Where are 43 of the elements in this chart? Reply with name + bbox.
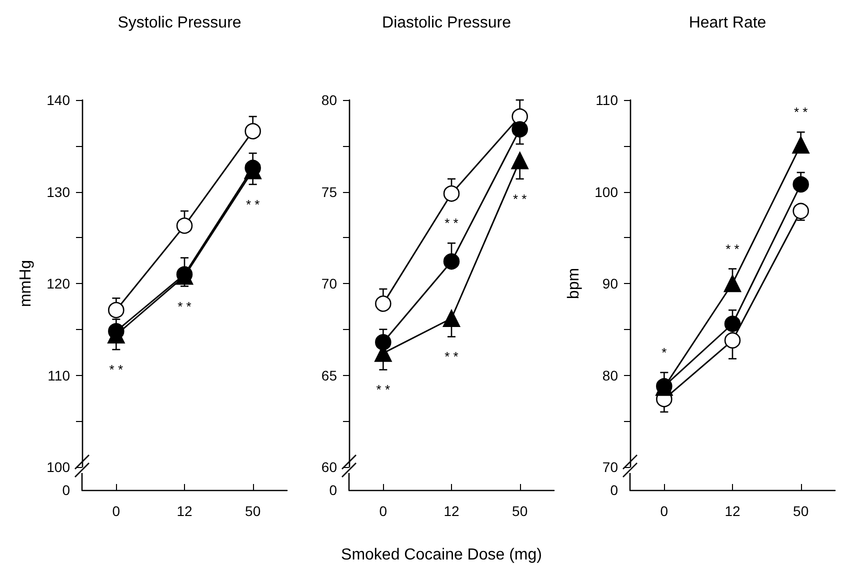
- annotation: *: [662, 344, 667, 360]
- annotation: * *: [109, 362, 124, 378]
- text: 0: [62, 482, 70, 498]
- annotation: * *: [794, 104, 808, 120]
- x-tick-label: 50: [512, 503, 528, 519]
- y-tick-label: 70: [321, 276, 338, 292]
- annotation: * *: [178, 298, 192, 314]
- y-tick-label: 100: [46, 459, 70, 475]
- annotation: * *: [376, 382, 390, 398]
- annotation: * *: [726, 241, 740, 256]
- chart-title: Heart Rate: [688, 14, 766, 32]
- text: 0: [329, 482, 338, 498]
- x-tick-label: 0: [379, 503, 388, 519]
- x-tick-label: 0: [112, 503, 120, 519]
- annotation: * *: [444, 216, 458, 231]
- x-tick-label: 50: [793, 503, 809, 519]
- text: 0: [610, 482, 618, 498]
- chart-title: Diastolic Pressure: [382, 14, 512, 32]
- annotation: * *: [444, 349, 458, 364]
- y-tick-label: 80: [321, 92, 338, 108]
- y-tick-label: 140: [46, 92, 70, 108]
- chart-title: Systolic Pressure: [118, 14, 242, 32]
- x-tick-label: 12: [444, 503, 460, 519]
- y-tick-label: 110: [48, 367, 70, 384]
- x-axis-title: Smoked Cocaine Dose (mg): [341, 546, 542, 564]
- y-tick-label: 130: [46, 184, 70, 200]
- y-axis-title: mmHg: [18, 260, 34, 308]
- x-tick-label: 12: [176, 503, 192, 519]
- y-tick-label: 75: [321, 184, 338, 200]
- y-tick-label: 90: [602, 276, 618, 292]
- y-tick-label: 100: [594, 184, 618, 200]
- annotation: * *: [246, 196, 260, 212]
- y-tick-label: 60: [321, 459, 338, 475]
- y-tick-label: 120: [46, 276, 70, 292]
- y-tick-label: 70: [602, 459, 618, 475]
- x-tick-label: 0: [660, 503, 668, 519]
- x-tick-label: 50: [245, 503, 261, 519]
- y-tick-label: 110: [596, 92, 618, 108]
- y-tick-label: 65: [321, 367, 338, 384]
- annotation: * *: [512, 191, 527, 206]
- y-tick-label: 80: [602, 367, 618, 384]
- y-axis-title: bpm: [566, 268, 582, 300]
- x-tick-label: 12: [724, 503, 740, 519]
